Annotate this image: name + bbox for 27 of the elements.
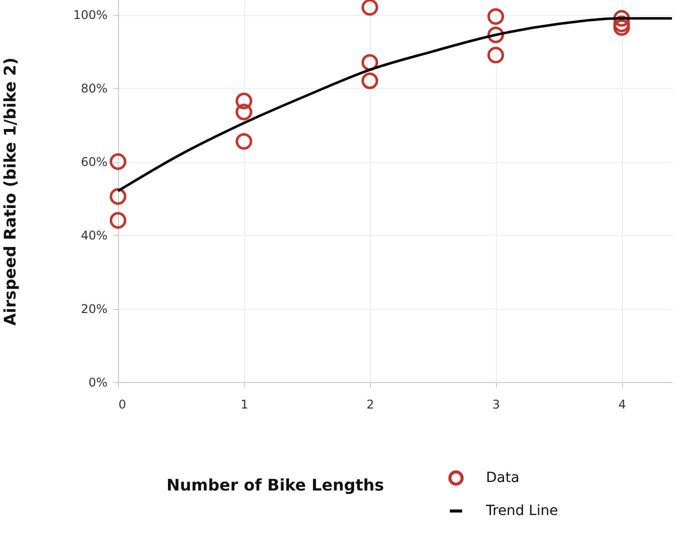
y-axis-title: Airspeed Ratio (bike 1/bike 2) — [0, 57, 20, 326]
x-tick-label: 0 — [118, 398, 126, 412]
point — [361, 72, 378, 90]
x-tick-label: 2 — [366, 398, 374, 412]
point — [487, 46, 504, 64]
point — [110, 212, 126, 229]
y-tick-label: 100% — [73, 8, 108, 22]
x-axis-title: Number of Bike Lengths — [166, 476, 384, 494]
y-tick-label: 40% — [80, 228, 108, 243]
point — [110, 153, 126, 170]
point — [236, 92, 252, 110]
y-tick-label: 20% — [80, 302, 108, 316]
point — [487, 8, 504, 25]
legend-label: Data — [486, 470, 520, 486]
y-tick-label: 80% — [80, 82, 108, 96]
x-tick-label: 4 — [618, 398, 626, 412]
point — [236, 133, 252, 150]
point — [236, 104, 252, 120]
y-tick-label: 60% — [80, 155, 108, 170]
y-tick-label: 0% — [88, 376, 108, 390]
point — [110, 188, 126, 205]
point — [361, 0, 378, 16]
x-tick-label: 1 — [240, 398, 248, 412]
line-series — [116, 17, 674, 192]
point — [613, 19, 630, 36]
legend-label: Trend Line — [485, 503, 558, 519]
x-tick-label: 3 — [492, 398, 500, 412]
